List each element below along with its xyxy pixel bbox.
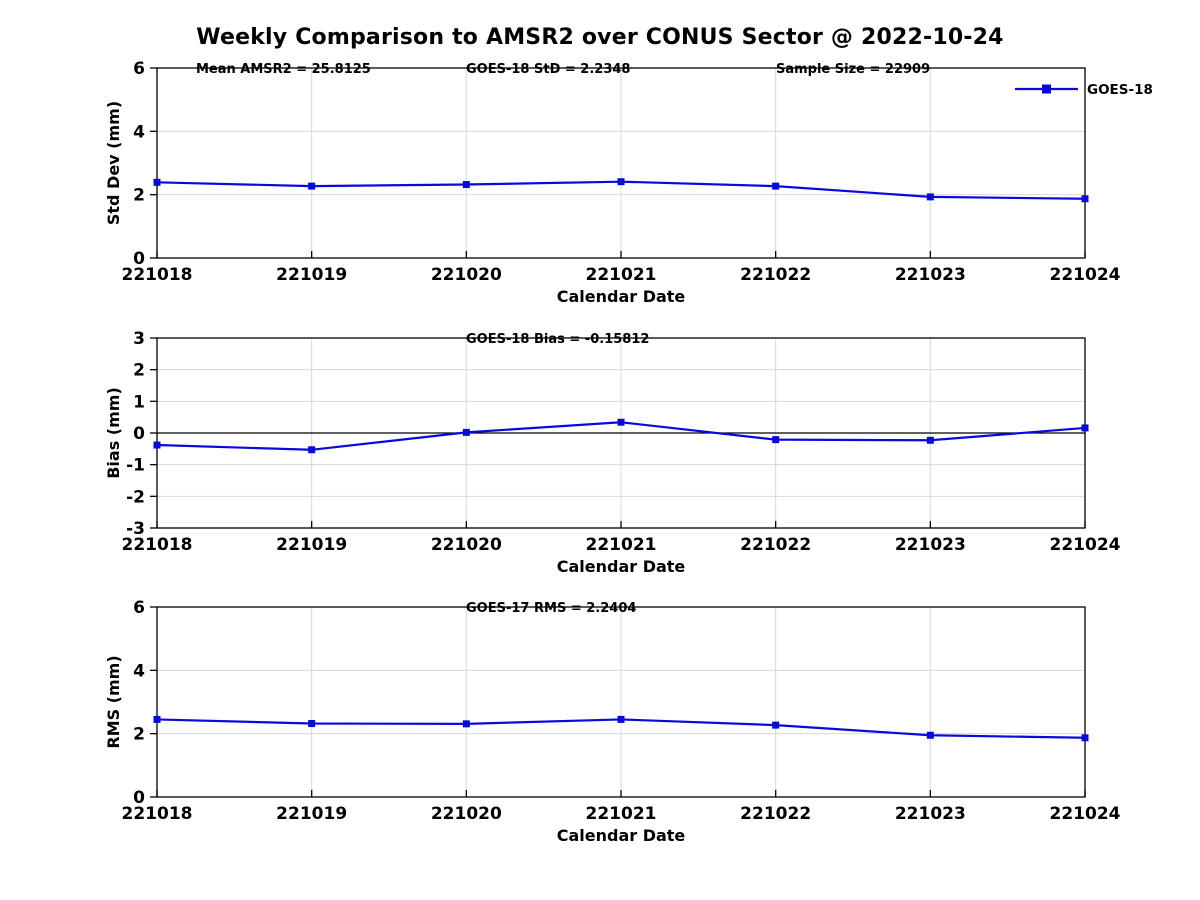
x-tick-label: 221023 — [895, 265, 966, 285]
y-tick-label: 1 — [133, 392, 145, 412]
data-point — [308, 182, 316, 190]
y-tick-label: 4 — [133, 661, 145, 681]
x-tick-label: 221024 — [1050, 804, 1121, 824]
y-tick-label: 0 — [133, 249, 145, 269]
y-tick-label: 6 — [133, 598, 145, 618]
x-tick-label: 221018 — [122, 804, 193, 824]
y-tick-label: 6 — [133, 59, 145, 79]
x-axis-title: Calendar Date — [557, 826, 686, 845]
data-point — [153, 178, 161, 186]
y-tick-label: 0 — [133, 424, 145, 444]
annotation: Sample Size = 22909 — [776, 62, 930, 77]
y-tick-label: -2 — [126, 487, 145, 507]
x-tick-label: 221023 — [895, 804, 966, 824]
data-point — [1081, 424, 1089, 432]
x-axis-title: Calendar Date — [557, 557, 686, 576]
x-tick-label: 221022 — [740, 265, 811, 285]
data-point — [772, 182, 780, 190]
data-point — [772, 721, 780, 729]
data-point — [1081, 734, 1089, 742]
x-tick-label: 221024 — [1050, 265, 1121, 285]
legend-marker — [1042, 84, 1051, 94]
x-axis-title: Calendar Date — [557, 287, 686, 306]
data-point — [772, 436, 780, 444]
data-point — [926, 193, 934, 201]
x-tick-label: 221020 — [431, 535, 502, 555]
x-tick-label: 221018 — [122, 535, 193, 555]
y-tick-label: 2 — [133, 361, 145, 381]
x-tick-label: 221021 — [586, 265, 657, 285]
y-axis-title: RMS (mm) — [104, 655, 123, 748]
y-tick-label: 2 — [133, 725, 145, 745]
x-tick-label: 221022 — [740, 535, 811, 555]
data-point — [462, 428, 470, 436]
y-axis-title: Std Dev (mm) — [104, 101, 123, 225]
chart-rms — [150, 606, 1089, 798]
x-tick-label: 221019 — [276, 265, 347, 285]
x-tick-label: 221021 — [586, 804, 657, 824]
data-point — [153, 441, 161, 449]
annotation: Mean AMSR2 = 25.8125 — [196, 62, 371, 77]
x-tick-label: 221021 — [586, 535, 657, 555]
data-point — [617, 715, 625, 723]
x-tick-label: 221019 — [276, 804, 347, 824]
x-tick-label: 221023 — [895, 535, 966, 555]
figure-title: Weekly Comparison to AMSR2 over CONUS Se… — [196, 25, 1004, 50]
data-point — [926, 436, 934, 444]
y-tick-label: 3 — [133, 329, 145, 349]
y-tick-label: -3 — [126, 519, 145, 539]
data-point — [308, 720, 316, 728]
annotation: GOES-18 Bias = -0.15812 — [466, 332, 649, 347]
data-point — [1081, 195, 1089, 203]
x-tick-label: 221020 — [431, 804, 502, 824]
y-axis-title: Bias (mm) — [104, 387, 123, 479]
chart-bias — [150, 337, 1089, 529]
data-point — [153, 715, 161, 723]
chart-stddev — [150, 67, 1089, 259]
annotation: GOES-18 StD = 2.2348 — [466, 62, 630, 77]
data-point — [617, 418, 625, 426]
x-tick-label: 221020 — [431, 265, 502, 285]
y-tick-label: 4 — [133, 122, 145, 142]
data-point — [462, 181, 470, 189]
data-point — [617, 178, 625, 186]
y-tick-label: -1 — [126, 456, 145, 476]
annotation: GOES-17 RMS = 2.2404 — [466, 601, 636, 616]
x-tick-label: 221022 — [740, 804, 811, 824]
y-tick-label: 2 — [133, 186, 145, 206]
legend-label: GOES-18 — [1087, 82, 1153, 98]
x-tick-label: 221024 — [1050, 535, 1121, 555]
data-point — [308, 446, 316, 454]
data-point — [462, 720, 470, 728]
x-tick-label: 221018 — [122, 265, 193, 285]
y-tick-label: 0 — [133, 788, 145, 808]
x-tick-label: 221019 — [276, 535, 347, 555]
data-point — [926, 731, 934, 739]
